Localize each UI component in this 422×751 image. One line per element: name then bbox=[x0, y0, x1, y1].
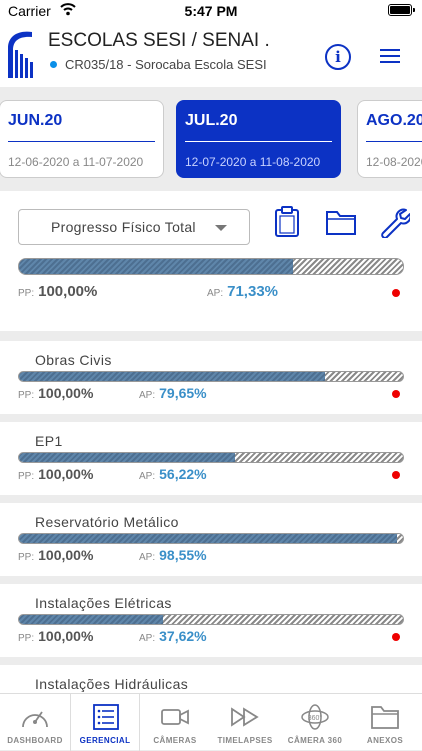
period-range: 12-08-2020 a 11-09-2020 bbox=[366, 155, 422, 169]
project-code: CR035/18 - Sorocaba Escola SESI bbox=[65, 57, 267, 72]
svg-text:360°: 360° bbox=[308, 714, 323, 722]
wifi-icon bbox=[60, 3, 76, 16]
progress-type-dropdown[interactable]: Progresso Físico Total bbox=[18, 209, 250, 245]
list-item[interactable]: Instalações Elétricas PP: 100,00% AP: 37,6… bbox=[0, 584, 422, 657]
sesi-logo bbox=[8, 31, 33, 78]
actual-progress: AP: 37,62% bbox=[139, 628, 207, 644]
list-item[interactable]: Obras Civis PP: 100,00% AP: 79,65% bbox=[0, 341, 422, 414]
clipboard-icon[interactable] bbox=[272, 206, 302, 238]
battery-icon bbox=[388, 4, 415, 16]
actual-progress: AP: 56,22% bbox=[139, 466, 207, 482]
period-label: JUN.20 bbox=[8, 112, 63, 129]
planned-progress: PP: 100,00% bbox=[18, 547, 94, 563]
period-label: JUL.20 bbox=[185, 112, 238, 129]
wrench-icon[interactable] bbox=[380, 206, 410, 238]
tab-timelapses[interactable]: TIMELAPSES bbox=[210, 694, 280, 751]
camera-360-icon: 360° bbox=[301, 704, 329, 730]
project-title: ESCOLAS SESI / SENAI . bbox=[48, 30, 270, 51]
dropdown-value: Progresso Físico Total bbox=[51, 219, 196, 235]
info-icon: i bbox=[335, 48, 341, 66]
period-carousel[interactable]: JUN.20 12-06-2020 a 11-07-2020 JUL.20 12… bbox=[0, 87, 422, 189]
actual-progress: AP: 98,55% bbox=[139, 547, 207, 563]
progress-fill bbox=[19, 372, 325, 381]
period-label: AGO.20 bbox=[366, 112, 422, 129]
period-range: 12-07-2020 a 11-08-2020 bbox=[185, 155, 321, 169]
item-progress-bar bbox=[18, 452, 404, 463]
list-item[interactable]: Reservatório Metálico PP: 100,00% AP: 98,5… bbox=[0, 503, 422, 576]
folder-icon[interactable] bbox=[325, 206, 357, 238]
planned-progress: PP: 100,00% bbox=[18, 283, 98, 300]
item-progress-bar bbox=[18, 614, 404, 625]
progress-fill bbox=[19, 615, 164, 624]
clock: 5:47 PM bbox=[184, 3, 238, 19]
actual-progress: AP: 71,33% bbox=[207, 283, 278, 300]
item-name: Instalações Hidráulicas bbox=[35, 676, 189, 692]
status-indicator bbox=[392, 471, 400, 479]
planned-progress: PP: 100,00% bbox=[18, 628, 94, 644]
progress-fill bbox=[19, 259, 293, 274]
gauge-icon bbox=[22, 711, 48, 728]
progress-fill bbox=[19, 453, 235, 462]
total-progress-bar bbox=[18, 258, 404, 275]
period-card-jun[interactable]: JUN.20 12-06-2020 a 11-07-2020 bbox=[0, 100, 164, 178]
status-indicator bbox=[392, 633, 400, 641]
status-indicator bbox=[392, 390, 400, 398]
planned-progress: PP: 100,00% bbox=[18, 385, 94, 401]
item-name: EP1 bbox=[35, 433, 63, 449]
tab-camera-360[interactable]: 360° CÂMERA 360 bbox=[280, 694, 350, 751]
status-dot bbox=[50, 61, 57, 68]
tab-gerencial[interactable]: GERENCIAL bbox=[70, 694, 140, 751]
tab-anexos[interactable]: ANEXOS bbox=[350, 694, 420, 751]
actual-progress: AP: 79,65% bbox=[139, 385, 207, 401]
item-name: Instalações Elétricas bbox=[35, 595, 172, 611]
item-name: Reservatório Metálico bbox=[35, 514, 179, 530]
list-item[interactable]: EP1 PP: 100,00% AP: 56,22% bbox=[0, 422, 422, 495]
planned-progress: PP: 100,00% bbox=[18, 466, 94, 482]
camera-icon bbox=[161, 709, 189, 725]
list-icon bbox=[93, 704, 119, 730]
item-progress-bar bbox=[18, 533, 404, 544]
app-header: ESCOLAS SESI / SENAI . CR035/18 - Soroca… bbox=[0, 22, 422, 87]
tab-cameras[interactable]: CÂMERAS bbox=[140, 694, 210, 751]
folder-icon bbox=[371, 706, 399, 729]
period-range: 12-06-2020 a 11-07-2020 bbox=[8, 155, 144, 169]
fast-forward-icon bbox=[231, 707, 259, 727]
bottom-tab-bar: DASHBOARD GERENCIAL CÂMERAS TIMELAPSES 3… bbox=[0, 693, 422, 751]
period-card-ago[interactable]: AGO.20 12-08-2020 a 11-09-2020 bbox=[357, 100, 422, 178]
project-subtitle: CR035/18 - Sorocaba Escola SESI bbox=[50, 57, 267, 72]
chevron-down-icon bbox=[215, 225, 227, 231]
progress-fill bbox=[19, 534, 398, 543]
status-indicator bbox=[392, 289, 400, 297]
tab-dashboard[interactable]: DASHBOARD bbox=[0, 694, 70, 751]
item-progress-bar bbox=[18, 371, 404, 382]
info-button[interactable]: i bbox=[325, 44, 351, 70]
item-name: Obras Civis bbox=[35, 352, 112, 368]
period-card-jul[interactable]: JUL.20 12-07-2020 a 11-08-2020 bbox=[176, 100, 341, 178]
carrier-label: Carrier bbox=[8, 3, 51, 19]
hamburger-menu-icon[interactable] bbox=[380, 49, 400, 64]
summary-panel: Progresso Físico Total PP: 100,00% AP: 71,… bbox=[0, 191, 422, 331]
status-bar: Carrier 5:47 PM bbox=[0, 0, 422, 22]
